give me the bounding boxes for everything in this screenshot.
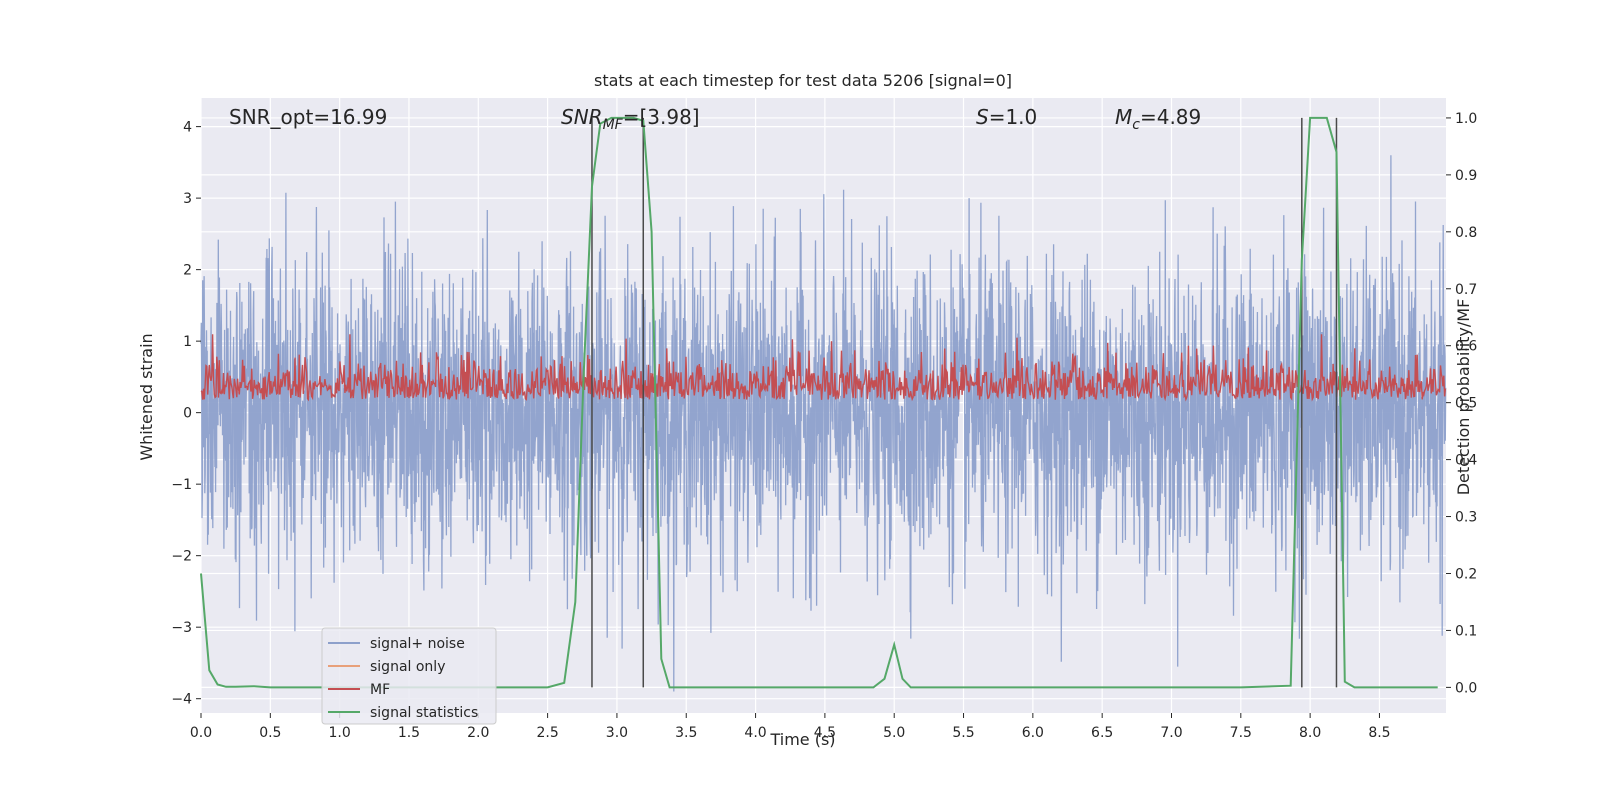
mc-value: =4.89 [1140, 105, 1201, 129]
y2-tick-label: 1.0 [1455, 111, 1477, 127]
signal-noise-line [200, 155, 1447, 692]
x-tick-label: 3.0 [606, 725, 628, 741]
x-tick-label: 4.5 [814, 725, 836, 741]
y2-tick-label: 0.7 [1455, 282, 1477, 298]
y-tick-label: −1 [171, 477, 192, 493]
x-tick-label: 8.5 [1368, 725, 1390, 741]
x-tick-label: 3.5 [675, 725, 697, 741]
mc-label: M [1115, 105, 1132, 129]
y2-tick-label: 0.5 [1455, 396, 1477, 412]
s-value: =1.0 [989, 105, 1038, 129]
mf-series [200, 334, 1447, 402]
x-tick-label: 2.5 [536, 725, 558, 741]
y-axis-label: Whitened strain [137, 333, 156, 460]
legend-label: signal+ noise [370, 636, 465, 652]
x-tick-label: 5.0 [883, 725, 905, 741]
signal-statistics-line [200, 116, 1438, 689]
y2-tick-label: 0.4 [1455, 453, 1477, 469]
y2-tick-label: 0.6 [1455, 339, 1477, 355]
x-tick-label: 7.5 [1230, 725, 1252, 741]
y2-tick-label: 0.0 [1455, 680, 1477, 696]
y2-axis-label: Detection probability/MF [1454, 299, 1473, 496]
x-tick-label: 4.0 [744, 725, 766, 741]
y-tick-label: 3 [183, 191, 192, 207]
y-tick-label: 4 [183, 120, 192, 136]
y2-tick-label: 0.8 [1455, 225, 1477, 241]
signal-noise-series [200, 155, 1447, 692]
legend-label: signal only [370, 659, 445, 675]
y-tick-label: 2 [183, 263, 192, 279]
snr-mf-subscript: MF [603, 117, 624, 133]
x-tick-label: 5.5 [952, 725, 974, 741]
y-tick-label: −4 [171, 692, 192, 708]
y-tick-label: −3 [171, 620, 192, 636]
chart-title: stats at each timestep for test data 520… [594, 71, 1012, 90]
mf-line [200, 334, 1447, 402]
snr-mf-label: SNR [561, 105, 603, 129]
y-tick-label: 1 [183, 334, 192, 350]
legend-box [321, 627, 497, 725]
snr-opt-annotation: SNR_opt=16.99 [229, 105, 387, 129]
s-annotation: S=1.0 [976, 105, 1037, 129]
y-tick-label: −2 [171, 549, 192, 565]
x-tick-label: 1.0 [329, 725, 351, 741]
x-axis-label: Time (s) [769, 730, 835, 749]
x-tick-label: 1.5 [398, 725, 420, 741]
x-tick-label: 6.5 [1091, 725, 1113, 741]
legend-label: signal statistics [370, 705, 478, 721]
snr-mf-value: =[3.98] [623, 105, 700, 129]
y2-tick-label: 0.3 [1455, 510, 1477, 526]
x-tick-label: 0.0 [190, 725, 212, 741]
x-tick-label: 0.5 [259, 725, 281, 741]
axes: 0.0 0.5 1.0 1.5 2.0 2.5 3.0 3.5 4.0 4.5 5.0 5.5 6.0 6… [171, 111, 1477, 741]
x-tick-label: 2.0 [467, 725, 489, 741]
y2-tick-label: 0.2 [1455, 566, 1477, 582]
signal-statistics-series [200, 116, 1438, 689]
legend-label: MF [370, 682, 390, 698]
snr-mf-annotation: SNRMF=[3.98] [561, 105, 700, 133]
x-tick-label: 6.0 [1022, 725, 1044, 741]
y2-tick-label: 0.1 [1455, 623, 1477, 639]
y2-tick-label: 0.9 [1455, 168, 1477, 184]
legend: signal+ noise signal only MF signal statist… [321, 627, 497, 725]
mc-annotation: Mc=4.89 [1115, 105, 1201, 133]
y-tick-label: 0 [183, 406, 192, 422]
s-label: S [976, 105, 989, 129]
x-tick-label: 8.0 [1299, 725, 1321, 741]
mc-subscript: c [1132, 117, 1140, 133]
x-tick-label: 7.0 [1160, 725, 1182, 741]
